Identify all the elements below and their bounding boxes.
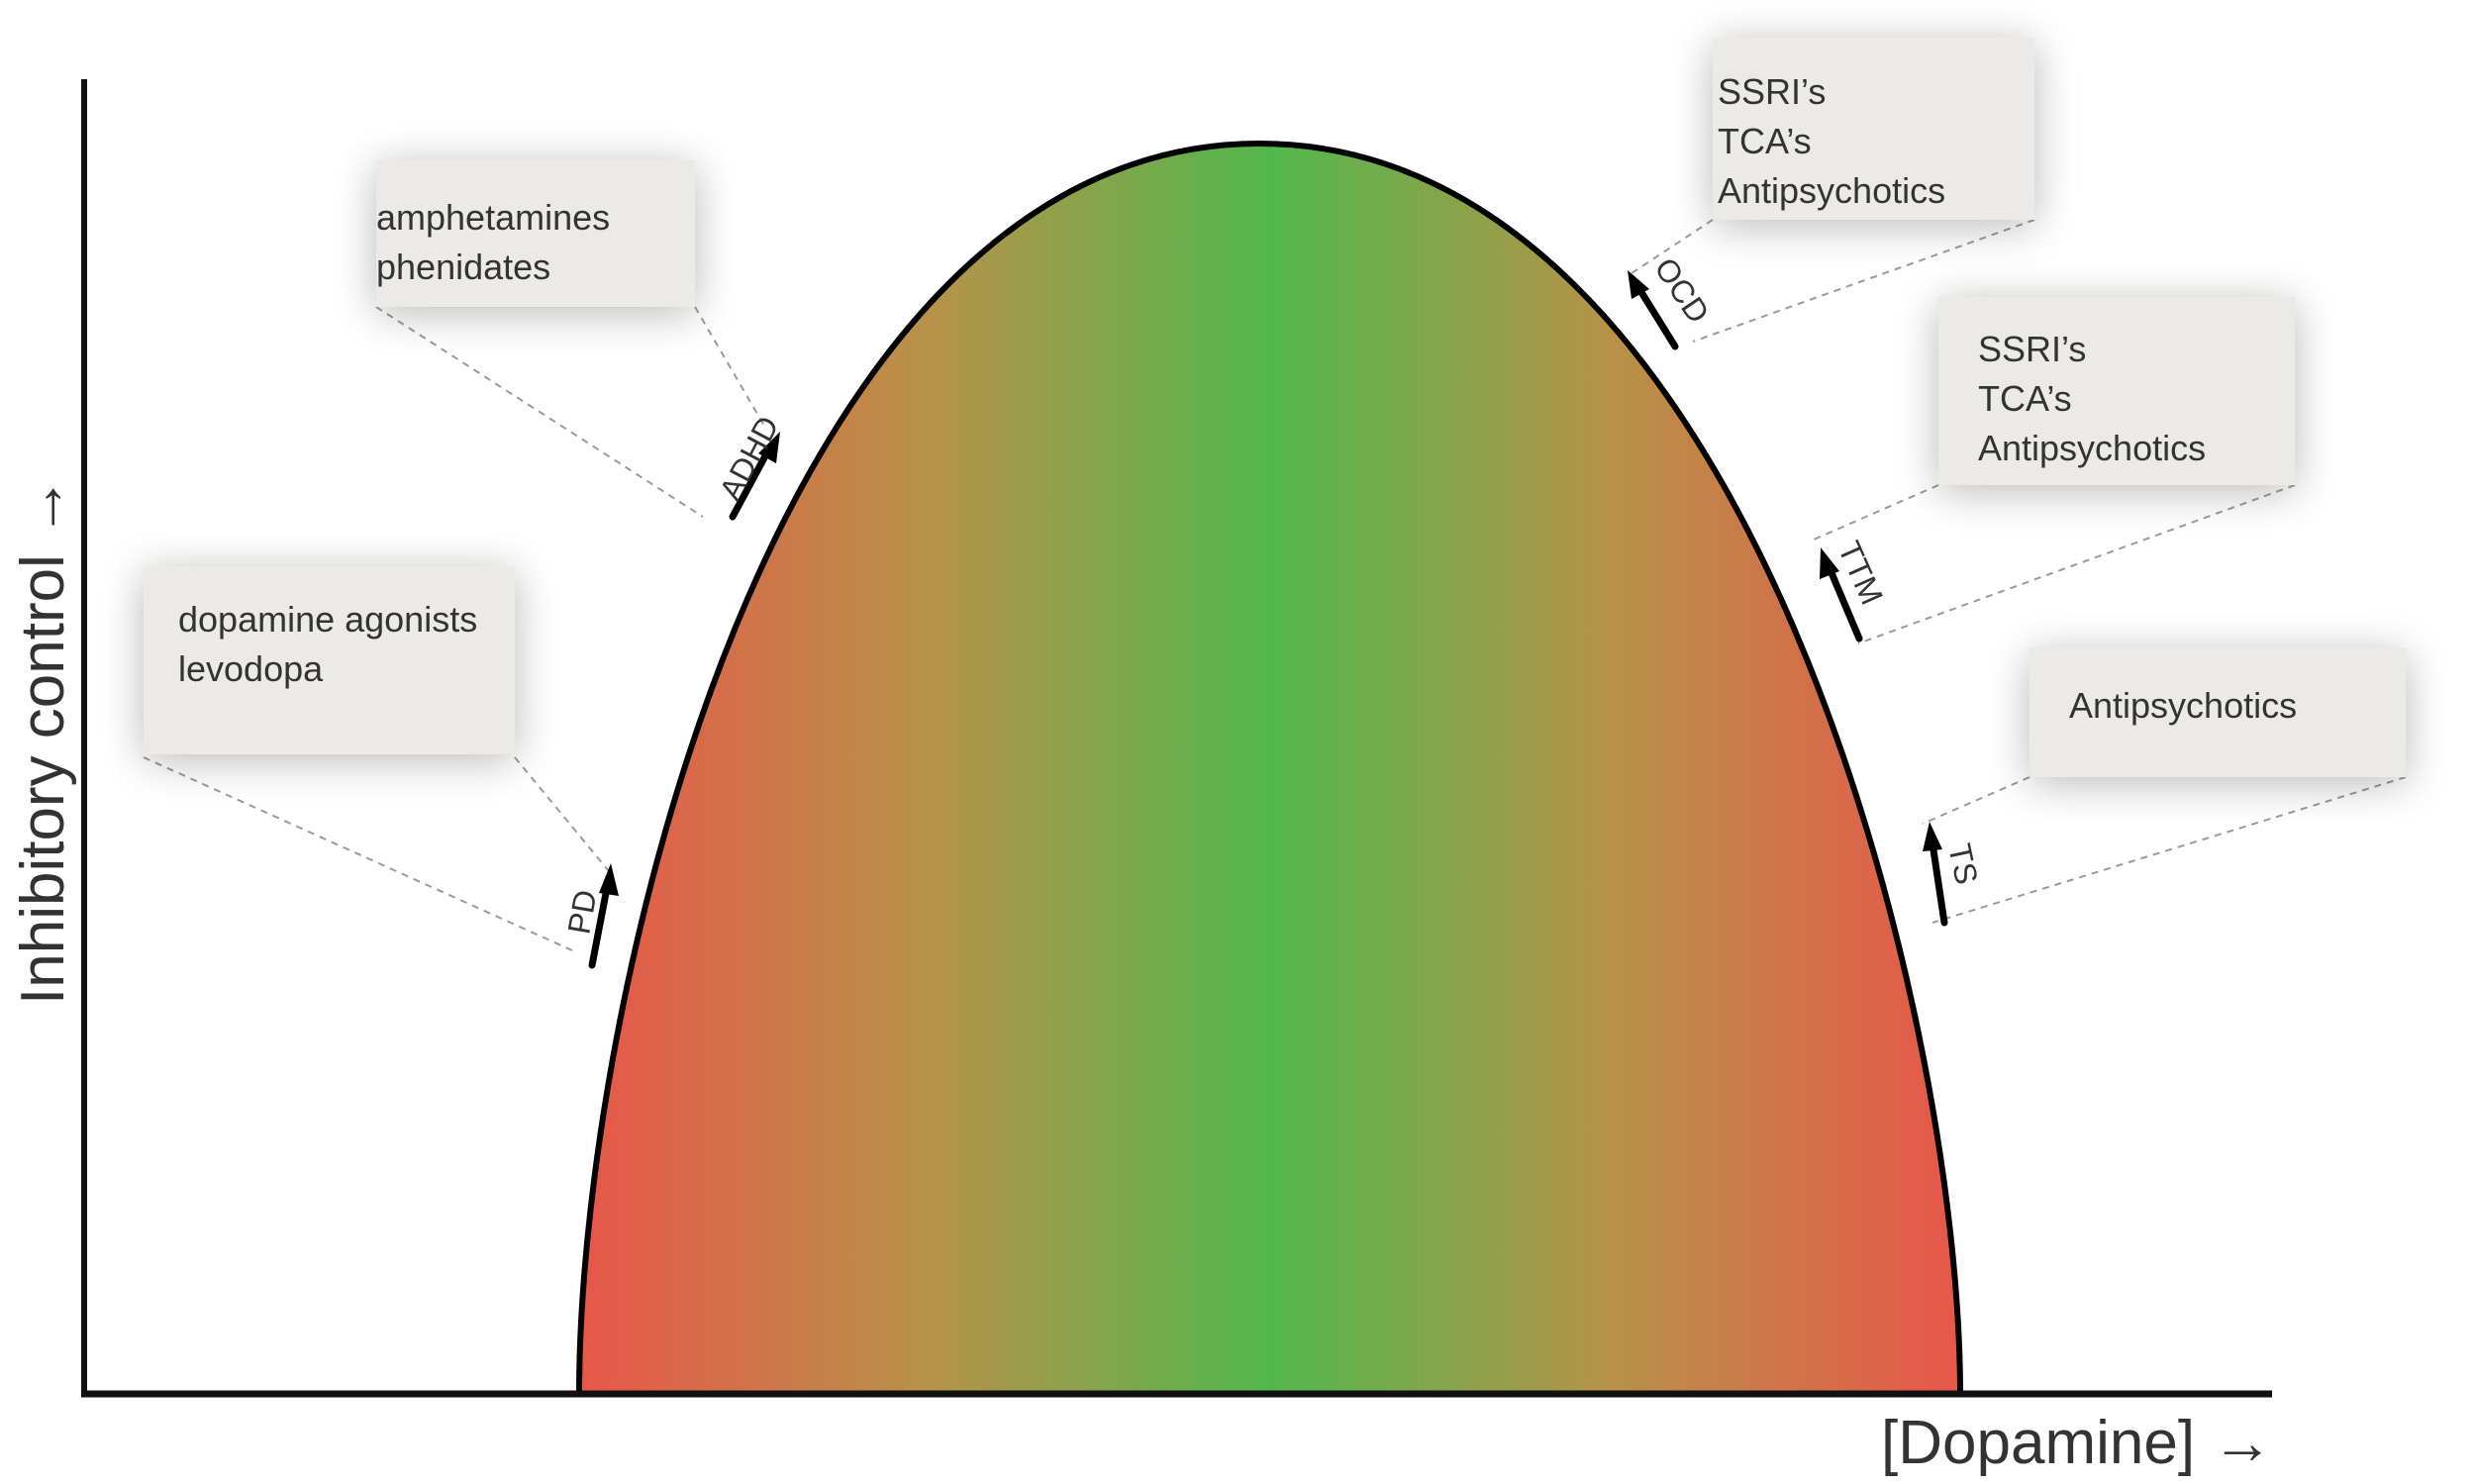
disorder-label-ts: TS [1941, 841, 1985, 887]
arrow-ocd [1628, 270, 1679, 350]
treatment-ocd-line-2: TCA’s [1718, 121, 1812, 161]
leader-lines [143, 219, 2407, 951]
treatment-ocd-line-1: SSRI’s [1718, 71, 1826, 112]
treatment-box-ocd: SSRI’s TCA’s Antipsychotics [1713, 38, 2034, 220]
inverted-u-curve [575, 140, 1964, 1397]
treatment-adhd-line-2: phenidates [376, 247, 550, 287]
y-axis-label: Inhibitory control → [9, 476, 77, 1005]
arrow-pd [588, 863, 619, 969]
treatment-box-ttm: SSRI’s TCA’s Antipsychotics [1938, 297, 2295, 485]
treatment-pd-line-1: dopamine agonists [178, 599, 477, 640]
arrow-ttm [1820, 547, 1863, 643]
treatment-pd-line-2: levodopa [178, 648, 324, 689]
treatment-box-adhd: amphetamines phenidates [376, 160, 695, 307]
treatment-box-pd: dopamine agonists levodopa [144, 566, 515, 754]
x-axis-label: [Dopamine] → [1881, 1409, 2273, 1477]
treatment-ttm-line-3: Antipsychotics [1978, 428, 2206, 468]
disorder-label-pd: PD [560, 887, 603, 937]
treatment-ocd-line-3: Antipsychotics [1718, 170, 1945, 211]
treatment-box-ts: Antipsychotics [2030, 648, 2406, 777]
arrow-adhd [729, 432, 780, 521]
treatment-ttm-line-1: SSRI’s [1978, 329, 2086, 369]
treatment-ts-line-1: Antipsychotics [2069, 685, 2297, 726]
treatment-ttm-line-2: TCA’s [1978, 378, 2072, 419]
arrow-ts [1923, 822, 1948, 927]
treatment-adhd-line-1: amphetamines [376, 197, 610, 238]
